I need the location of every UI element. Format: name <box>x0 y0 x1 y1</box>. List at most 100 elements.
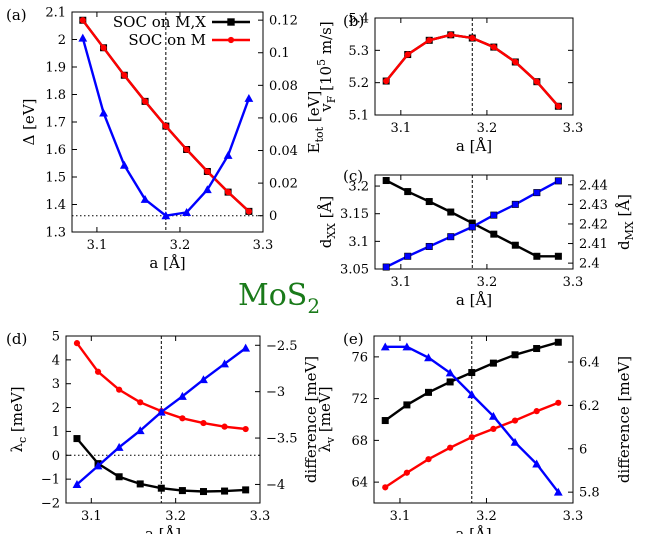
data-point <box>510 437 520 446</box>
y-tick-label: 1.3 <box>45 226 66 241</box>
x-axis-label: a [Å] <box>145 525 181 534</box>
data-point <box>245 208 252 215</box>
data-point <box>425 242 433 250</box>
data-point <box>227 36 235 44</box>
y2-tick-label: 0.12 <box>269 14 298 29</box>
y-tick-label: 1.9 <box>45 61 66 76</box>
y-axis-label: vF [105 m/s] <box>315 21 338 112</box>
data-point <box>199 375 208 384</box>
data-point <box>182 208 191 216</box>
data-point <box>178 391 187 400</box>
y-tick-label: 1.5 <box>45 171 66 186</box>
plot-frame <box>373 335 574 504</box>
data-point <box>79 17 86 24</box>
series-blue <box>72 343 251 488</box>
data-point <box>179 415 186 422</box>
data-point <box>73 435 81 443</box>
panel-a: (a) 3.1 3.2 3.3 a [Å] 1.3 1.4 1.5 1.6 1.7 1.8 1.9 2 2… <box>6 6 326 273</box>
data-point <box>403 469 410 476</box>
data-point <box>380 342 390 351</box>
data-point <box>244 93 254 102</box>
data-point <box>382 177 390 185</box>
data-point <box>178 487 186 495</box>
data-point <box>533 345 541 353</box>
data-point <box>490 425 497 432</box>
y-axis-label: dXX [Å] <box>317 196 338 249</box>
data-point <box>404 252 412 260</box>
legend-label: SOC on M <box>128 31 206 49</box>
y-tick-label: −2 <box>41 497 60 512</box>
panel-label: (a) <box>6 6 27 24</box>
y2-tick-label: 5.8 <box>579 486 600 501</box>
x-axis-label: a [Å] <box>149 254 185 272</box>
data-point <box>424 353 433 362</box>
data-point <box>99 108 108 117</box>
data-point <box>161 211 171 220</box>
series-red <box>79 17 252 215</box>
data-point <box>512 58 519 66</box>
data-point <box>382 263 390 271</box>
x-tick-label: 3.1 <box>390 121 411 136</box>
y-tick-label: 1.6 <box>45 143 66 158</box>
y-tick-label: 4 <box>52 353 60 368</box>
data-point <box>555 103 562 110</box>
panel-d: (d) 3.1 3.2 3.3 a [Å] −2 −1 0 1 2 3 4 5 −4 −3.5 −3 −2.5 λ… <box>6 330 320 534</box>
y-tick-label: 5 <box>52 330 60 345</box>
y-tick-label: 1.8 <box>45 88 66 103</box>
data-point <box>511 417 519 424</box>
data-point <box>121 72 128 79</box>
data-point <box>241 343 251 352</box>
data-point <box>137 399 144 406</box>
data-point <box>136 480 144 488</box>
y2-tick-label: 6.4 <box>579 356 600 371</box>
data-point <box>404 188 412 196</box>
data-point <box>533 252 541 260</box>
data-point <box>554 177 562 185</box>
y-tick-label: 76 <box>351 350 368 365</box>
material-label: MoS2 <box>238 278 320 318</box>
y-tick-label: 3.05 <box>340 263 369 278</box>
data-point <box>532 459 542 468</box>
legend-label: SOC on M,X <box>113 13 206 31</box>
data-point <box>490 230 498 238</box>
panel-label: (b) <box>343 12 364 30</box>
x-tick-label: 3.3 <box>253 238 274 253</box>
data-point <box>78 33 88 42</box>
y-tick-label: 5.4 <box>348 12 369 27</box>
data-point <box>116 386 123 393</box>
series-blue <box>78 33 254 220</box>
data-point <box>445 368 455 377</box>
data-point <box>200 419 207 427</box>
panel-c: (c) 3.1 3.2 3.3 a [Å] 3.05 3.1 3.15 3.2 2.4 2.41 2.… <box>317 167 636 309</box>
y-tick-label: 1.4 <box>45 198 66 213</box>
data-point <box>533 189 541 197</box>
plot-frame <box>374 17 574 116</box>
x-tick-label: 3.2 <box>170 238 191 253</box>
x-tick-label: 3.1 <box>87 238 108 253</box>
data-point <box>490 44 497 51</box>
y-tick-label: 2 <box>58 33 66 48</box>
data-point <box>114 442 124 451</box>
data-point <box>468 434 475 441</box>
data-point <box>467 390 477 399</box>
data-point <box>446 378 454 386</box>
y-tick-label: 2 <box>52 401 60 416</box>
series-line <box>384 401 559 489</box>
panel-label: (d) <box>6 330 27 348</box>
data-point <box>511 200 519 208</box>
x-tick-label: 3.2 <box>476 509 497 524</box>
x-tick-label: 3.1 <box>390 509 411 524</box>
y-axis-label: λc [meV] <box>8 386 29 452</box>
data-point <box>533 408 540 415</box>
x-tick-label: 3.1 <box>81 509 102 524</box>
data-point <box>447 208 455 216</box>
x-tick-label: 3.3 <box>250 509 271 524</box>
x-tick-label: 3.3 <box>563 121 584 136</box>
panel-e: (e) 3.1 3.2 3.3 a [Å] 64 68 72 76 5.8 6 6.2 6.4 λv [m… <box>316 330 633 534</box>
data-point <box>511 241 519 249</box>
data-point <box>381 417 389 425</box>
y2-tick-label: 2.44 <box>579 178 608 193</box>
data-point <box>554 338 562 346</box>
